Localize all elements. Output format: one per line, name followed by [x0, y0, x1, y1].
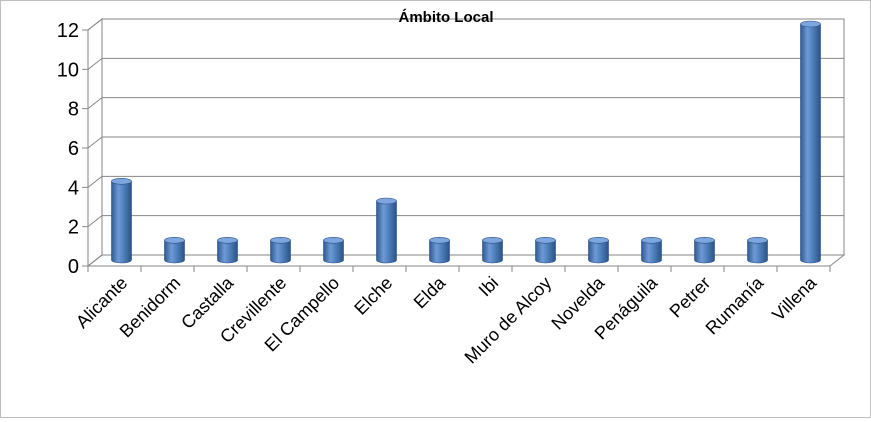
bar-top	[323, 237, 344, 244]
bar-body	[641, 240, 662, 264]
bar-body	[535, 240, 556, 264]
bar-top	[429, 237, 450, 244]
x-tick-label: Elda	[410, 272, 450, 312]
bar-body	[217, 240, 238, 264]
gridline-side	[87, 136, 103, 149]
bar-top	[800, 20, 821, 28]
bar	[641, 237, 662, 264]
bar	[535, 237, 556, 264]
y-tick-label: 0	[68, 256, 79, 278]
y-tick-label: 4	[68, 177, 79, 199]
bar	[323, 237, 344, 264]
plot-floor	[86, 254, 846, 267]
bar-body	[164, 240, 185, 264]
x-tick-label: Ibi	[475, 273, 503, 301]
bar-body	[270, 240, 291, 264]
bar-body	[588, 240, 609, 264]
bar	[429, 237, 450, 264]
bar-body	[482, 240, 503, 264]
bar	[164, 237, 185, 264]
y-tick-label: 6	[68, 138, 79, 160]
bar-body	[111, 181, 132, 264]
bar	[747, 237, 768, 264]
x-tick-label: Villena	[768, 272, 821, 325]
bar-top	[641, 237, 662, 244]
y-tick-label: 2	[68, 217, 79, 239]
gridline-side	[87, 215, 103, 228]
gridline-side	[87, 254, 103, 267]
bar-body	[323, 240, 344, 264]
bar	[800, 20, 821, 264]
bar-top	[376, 197, 397, 205]
bar	[270, 237, 291, 264]
bar	[694, 237, 715, 264]
x-tick-label: Petrer	[666, 273, 715, 322]
y-tick-label: 10	[57, 59, 79, 81]
bar-top	[111, 178, 132, 185]
bar-body	[694, 240, 715, 264]
bar-top	[217, 237, 238, 244]
bar	[376, 197, 397, 264]
bar-top	[164, 237, 185, 244]
bar-body	[429, 240, 450, 264]
bar	[588, 237, 609, 264]
y-tick-label: 8	[68, 99, 79, 121]
bar-top	[482, 237, 503, 244]
bar	[111, 178, 132, 264]
bar-top	[747, 237, 768, 244]
bar-body	[747, 240, 768, 264]
bar-body	[800, 23, 821, 264]
bar	[217, 237, 238, 264]
gridline-side	[87, 97, 103, 110]
x-tick-label: Rumanía	[702, 272, 768, 338]
bar-top	[694, 237, 715, 244]
bar-top	[535, 237, 556, 244]
chart-title: Ámbito Local	[398, 9, 493, 26]
gridline-side	[87, 18, 103, 31]
bar	[482, 237, 503, 264]
gridline-side	[87, 175, 103, 188]
bar-top	[270, 237, 291, 244]
x-tick-label: Elche	[350, 273, 396, 319]
y-tick-label: 12	[57, 20, 79, 42]
bar-top	[588, 237, 609, 244]
bar-body	[376, 200, 397, 264]
gridline-side	[87, 57, 103, 70]
